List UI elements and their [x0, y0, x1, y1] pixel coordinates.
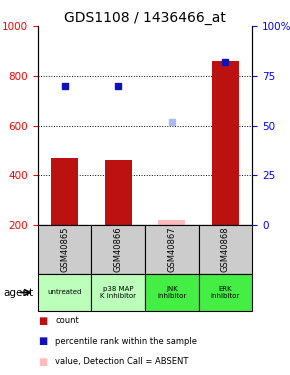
Text: GSM40867: GSM40867	[167, 226, 176, 272]
Text: ERK
inhibitor: ERK inhibitor	[211, 286, 240, 299]
Text: GSM40868: GSM40868	[221, 226, 230, 272]
Text: count: count	[55, 316, 79, 325]
Text: GSM40865: GSM40865	[60, 226, 69, 272]
Text: agent: agent	[3, 288, 33, 297]
Bar	[105, 160, 132, 225]
Bar	[51, 158, 78, 225]
Text: untreated: untreated	[47, 290, 82, 296]
Text: value, Detection Call = ABSENT: value, Detection Call = ABSENT	[55, 357, 188, 366]
Text: ■: ■	[38, 316, 47, 326]
Text: p38 MAP
K inhibitor: p38 MAP K inhibitor	[100, 286, 136, 299]
Bar	[158, 220, 185, 225]
Text: GSM40866: GSM40866	[114, 226, 123, 272]
Text: percentile rank within the sample: percentile rank within the sample	[55, 337, 197, 346]
Text: ■: ■	[38, 357, 47, 367]
Bar	[212, 61, 239, 225]
Title: GDS1108 / 1436466_at: GDS1108 / 1436466_at	[64, 11, 226, 25]
Text: JNK
inhibitor: JNK inhibitor	[157, 286, 186, 299]
Text: ■: ■	[38, 336, 47, 346]
